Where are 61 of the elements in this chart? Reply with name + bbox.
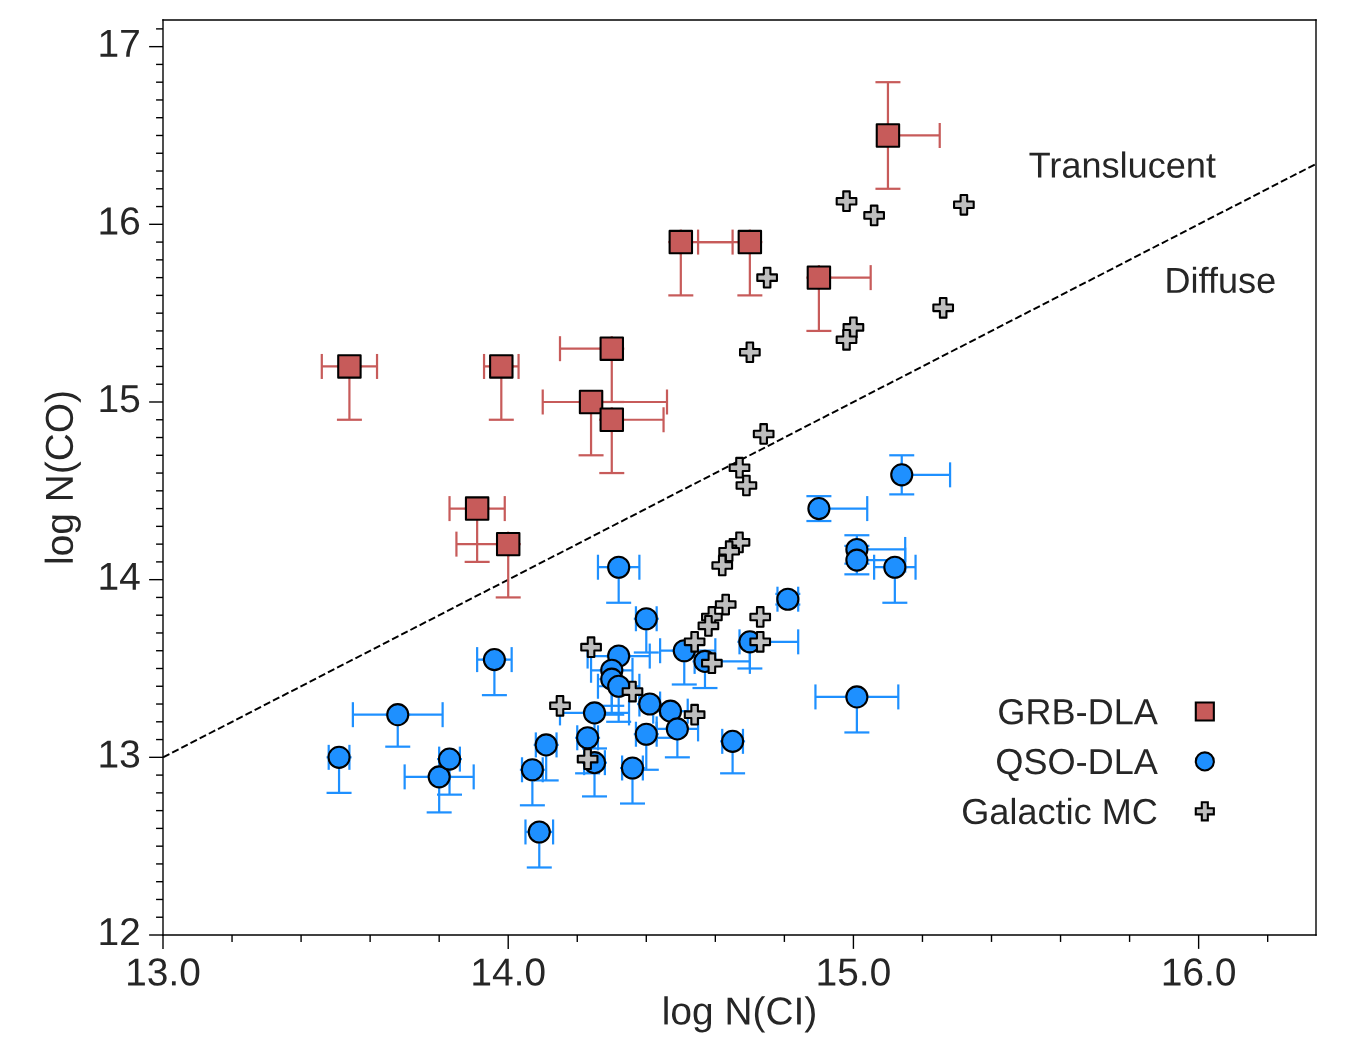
y-tick-label: 12 bbox=[100, 917, 139, 946]
legend-label: Galactic MC bbox=[963, 797, 1157, 825]
point bbox=[835, 190, 858, 213]
point bbox=[337, 354, 362, 379]
point bbox=[668, 229, 694, 255]
point bbox=[749, 630, 772, 653]
y-axis-title: log N(CO) bbox=[44, 392, 81, 563]
point bbox=[749, 606, 772, 628]
point bbox=[890, 463, 914, 487]
point bbox=[580, 636, 602, 659]
y-tick-label: 15 bbox=[100, 385, 140, 413]
point bbox=[621, 680, 644, 703]
x-tick-label: 14.0 bbox=[473, 958, 545, 986]
point bbox=[578, 389, 604, 415]
point bbox=[752, 423, 775, 445]
point bbox=[482, 648, 506, 672]
point bbox=[599, 407, 625, 432]
point bbox=[875, 123, 901, 148]
legend-label: GRB-DLA bbox=[999, 698, 1158, 725]
x-tick-label: 15.0 bbox=[818, 958, 890, 986]
point bbox=[739, 341, 761, 364]
point bbox=[489, 354, 514, 379]
point bbox=[953, 193, 975, 216]
point bbox=[582, 701, 607, 725]
point bbox=[735, 474, 758, 497]
point bbox=[549, 694, 571, 717]
point bbox=[883, 555, 907, 579]
point bbox=[427, 765, 451, 789]
point bbox=[718, 540, 740, 563]
point bbox=[599, 336, 625, 361]
x-tick-label: 13.0 bbox=[128, 958, 200, 986]
y-tick-label: 13 bbox=[100, 740, 140, 768]
point bbox=[495, 531, 521, 557]
point bbox=[683, 630, 706, 653]
point bbox=[607, 555, 631, 579]
x-tick-label: 16.0 bbox=[1163, 958, 1235, 986]
point bbox=[697, 614, 720, 637]
point bbox=[756, 266, 778, 289]
annotation: Diffuse bbox=[1167, 266, 1275, 294]
x-axis-title: log N(CI) bbox=[664, 996, 815, 1033]
point bbox=[728, 456, 751, 479]
point bbox=[711, 554, 734, 577]
y-tick-label: 14 bbox=[100, 562, 140, 590]
point bbox=[835, 328, 858, 351]
point bbox=[714, 593, 737, 616]
y-tick-label: 17 bbox=[100, 29, 139, 57]
point bbox=[806, 265, 832, 290]
point bbox=[464, 496, 490, 521]
point bbox=[576, 748, 599, 770]
point bbox=[845, 685, 869, 709]
point bbox=[683, 703, 706, 726]
legend-label: QSO-DLA bbox=[997, 748, 1158, 781]
point bbox=[658, 699, 683, 723]
point bbox=[665, 717, 689, 741]
point bbox=[386, 703, 410, 727]
annotation: Translucent bbox=[1029, 151, 1216, 178]
point bbox=[932, 296, 955, 319]
y-tick-label: 16 bbox=[100, 207, 140, 235]
point bbox=[737, 229, 763, 255]
point bbox=[863, 204, 885, 227]
point bbox=[701, 652, 723, 675]
